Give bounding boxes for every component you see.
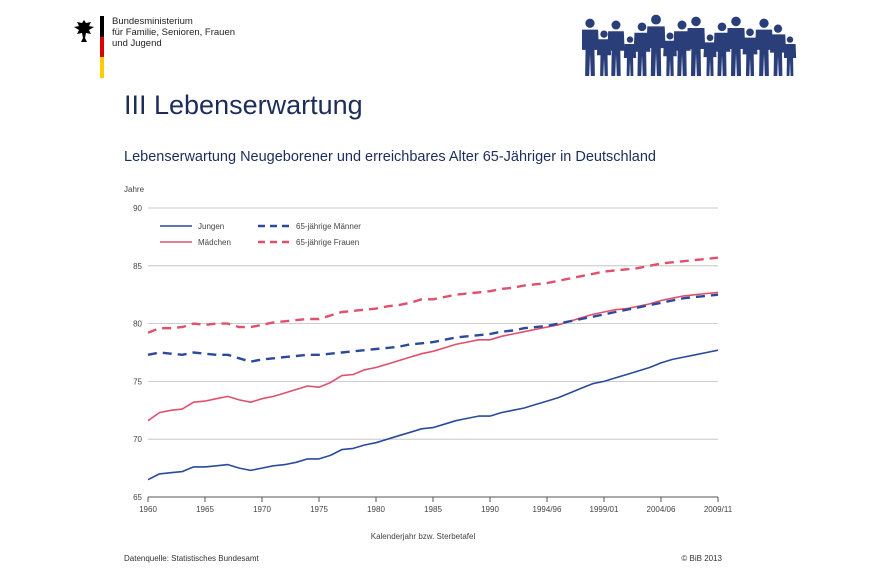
series-line-65-jährige-frauen: [147, 256, 719, 334]
y-tick-label: 65: [133, 493, 142, 502]
person-silhouette: [582, 18, 599, 76]
y-tick-label: 80: [133, 320, 142, 329]
person-silhouette: [742, 28, 758, 76]
series-line-jungen: [147, 349, 719, 481]
x-tick-label: 1994/96: [533, 505, 562, 514]
family-silhouettes-icon: [582, 14, 797, 76]
series-line-65-jährige-männer: [147, 293, 719, 363]
y-tick-label: 85: [133, 262, 142, 271]
person-silhouette: [646, 14, 666, 76]
legend-label: Jungen: [198, 222, 224, 231]
data-source: Datenquelle: Statistisches Bundesamt: [124, 554, 259, 563]
x-axis-label: Kalenderjahr bzw. Sterbetafel: [371, 532, 476, 541]
x-tick-label: 2004/06: [647, 505, 676, 514]
german-flag-stripe: [100, 16, 104, 78]
x-tick-label: 1985: [424, 505, 442, 514]
person-silhouette: [686, 16, 706, 76]
person-silhouette: [783, 36, 797, 76]
legend-label: Mädchen: [198, 238, 231, 247]
federal-eagle-icon: [72, 18, 96, 44]
y-tick-label: 70: [133, 435, 142, 444]
person-silhouette: [755, 18, 773, 76]
x-tick-label: 1965: [196, 505, 214, 514]
ministry-line-3: und Jugend: [112, 38, 162, 49]
person-silhouette: [633, 22, 651, 76]
copyright: © BiB 2013: [681, 554, 722, 563]
flag-red-band: [100, 36, 104, 58]
y-tick-label: 90: [133, 204, 142, 213]
x-tick-label: 1990: [481, 505, 499, 514]
legend-label: 65-jährige Frauen: [296, 238, 359, 247]
flag-black-band: [100, 16, 104, 37]
ministry-line-2: für Familie, Senioren, Frauen: [112, 27, 236, 38]
series-line-mädchen: [147, 291, 719, 422]
y-axis-label: Jahre: [124, 185, 145, 194]
x-tick-label: 2009/11: [704, 505, 733, 514]
y-tick-label: 75: [133, 377, 142, 386]
chart-title: Lebenserwartung Neugeborener und erreich…: [124, 149, 656, 165]
x-tick-label: 1999/01: [590, 505, 619, 514]
person-silhouette: [673, 20, 691, 76]
person-silhouette: [607, 20, 625, 76]
ministry-name: Bundesministerium für Familie, Senioren,…: [112, 16, 235, 49]
x-tick-label: 1960: [139, 505, 157, 514]
person-silhouette: [703, 34, 717, 76]
x-tick-label: 1970: [253, 505, 271, 514]
x-tick-label: 1980: [367, 505, 385, 514]
person-silhouette: [623, 36, 637, 76]
person-silhouette: [663, 32, 677, 76]
section-title: III Lebenserwartung: [124, 90, 363, 120]
person-silhouette: [713, 22, 731, 76]
flag-gold-band: [100, 57, 104, 78]
ministry-line-1: Bundesministerium: [112, 16, 193, 27]
person-silhouette: [769, 24, 787, 76]
person-silhouette: [726, 16, 746, 76]
legend-label: 65-jährige Männer: [296, 222, 361, 231]
x-tick-label: 1975: [310, 505, 328, 514]
